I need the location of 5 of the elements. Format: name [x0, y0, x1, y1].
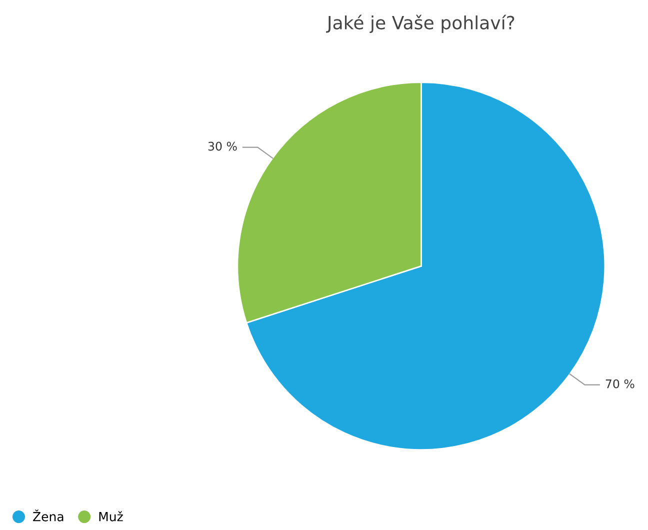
legend-label: Žena — [33, 510, 64, 522]
data-label: 30 % — [208, 142, 237, 151]
data-label: 70 % — [606, 379, 634, 388]
chart-title: Jaké je Vaše pohlaví? — [326, 14, 514, 33]
legend-label: Muž — [99, 511, 123, 522]
